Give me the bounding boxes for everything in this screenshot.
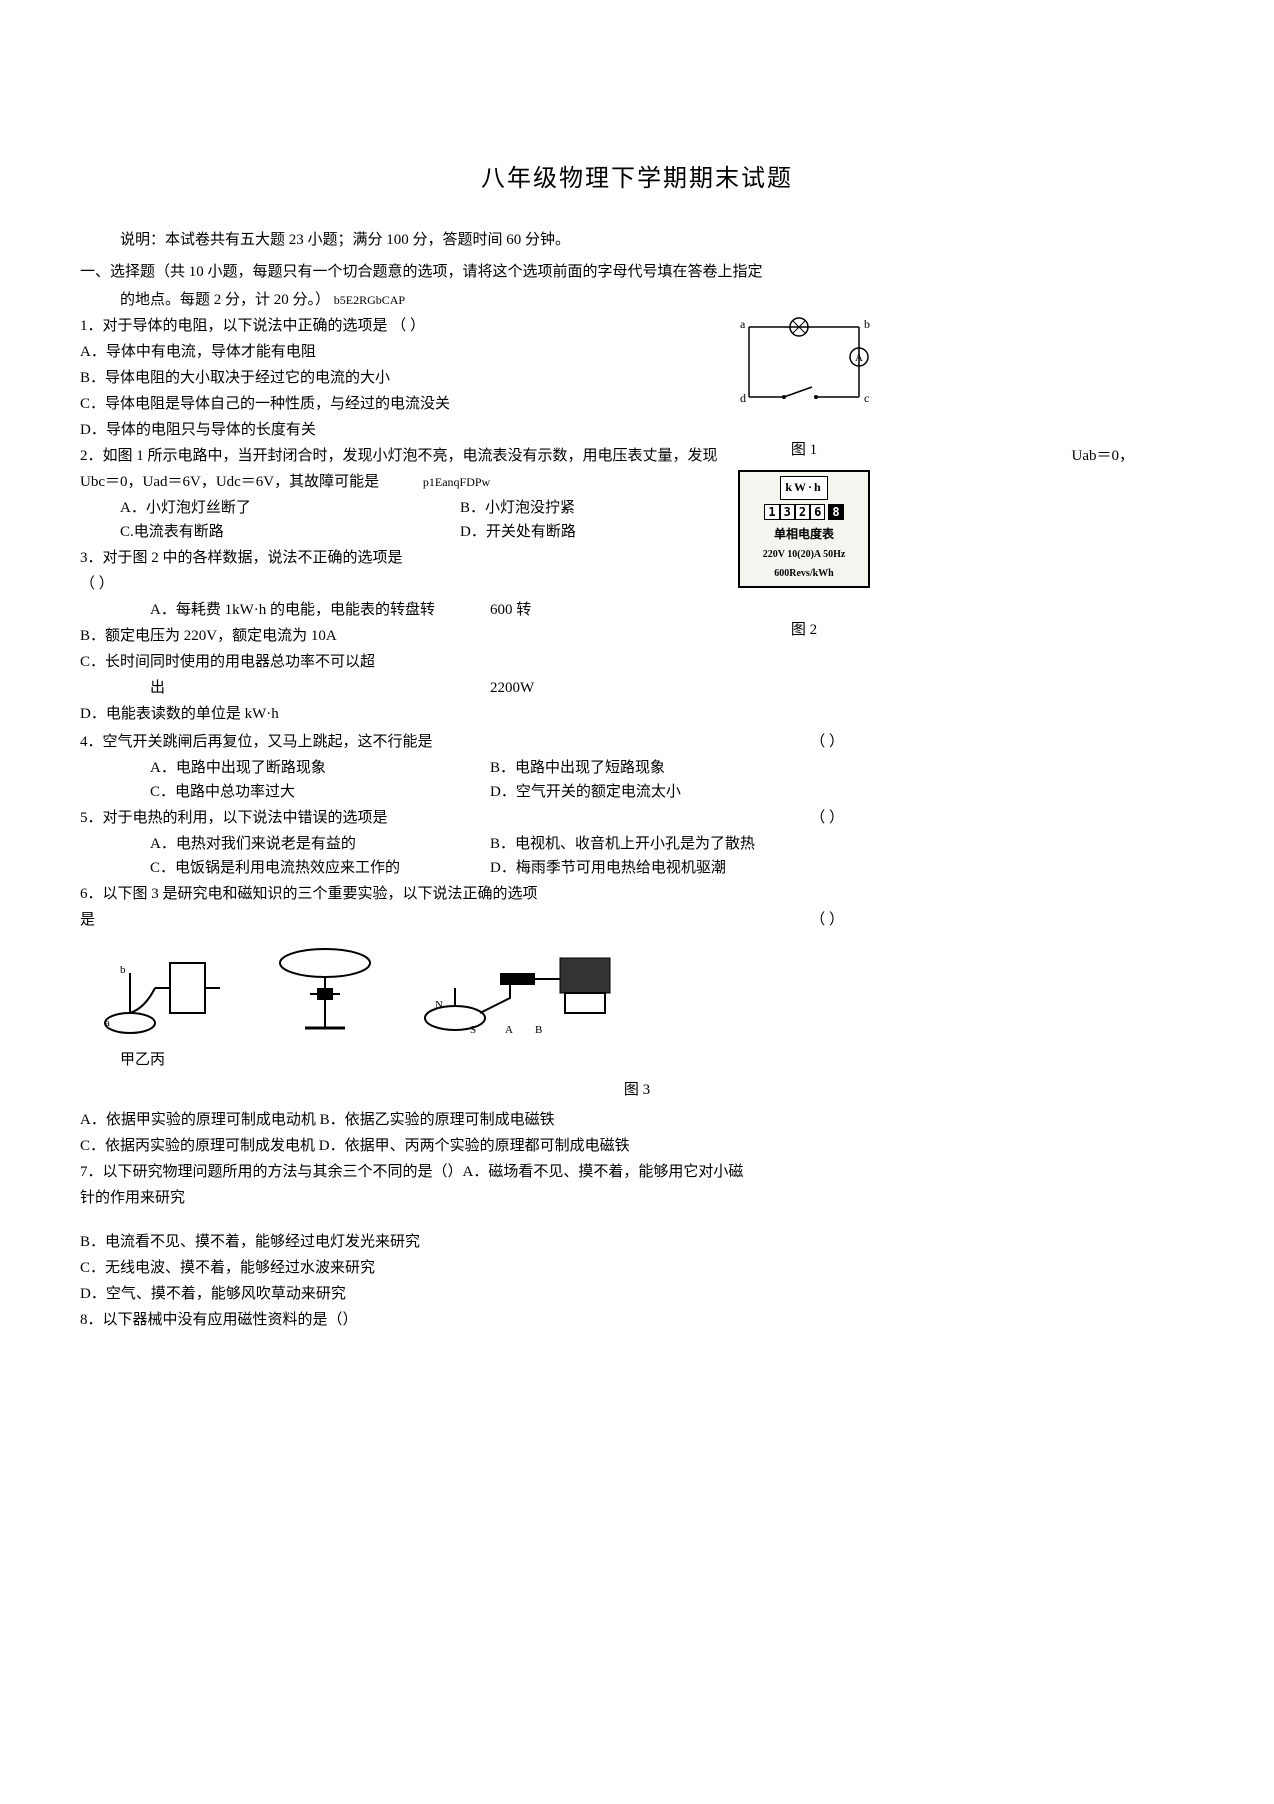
q1-B: B．导体电阻的大小取决于经过它的电流的大小 <box>80 366 1194 390</box>
svg-text:b: b <box>120 964 126 976</box>
section1-header2: 的地点。每题 2 分，计 20 分。） b5E2RGbCAP <box>120 288 1194 312</box>
svg-text:A: A <box>505 1024 513 1036</box>
q6-A: A．依据甲实验的原理可制成电动机 B．依据乙实验的原理可制成电磁铁 <box>80 1108 1194 1132</box>
experiment-yi-icon <box>260 938 390 1038</box>
q7-stem: 7．以下研究物理问题所用的方法与其余三个不同的是（）A．磁场看不见、摸不着，能够… <box>80 1160 1194 1184</box>
svg-text:d: d <box>740 391 746 405</box>
section1-header: 一、选择题（共 10 小题，每题只有一个切合题意的选项，请将这个选项前面的字母代… <box>80 260 1194 284</box>
uab-note: Uab＝0， <box>1072 444 1135 468</box>
experiment-jia-icon: a b <box>100 948 230 1038</box>
q7-B: B．电流看不见、摸不着，能够经过电灯发光来研究 <box>80 1230 1194 1254</box>
q8-stem: 8．以下器械中没有应用磁性资料的是（） <box>80 1308 1194 1332</box>
fig3-caption: 甲乙丙 <box>120 1048 1194 1072</box>
q5-C: C．电饭锅是利用电流热效应来工作的 <box>150 856 490 880</box>
q2-C: C.电流表有断路 <box>120 520 460 544</box>
section1-code: b5E2RGbCAP <box>334 293 405 307</box>
q2-line2: Ubc＝0，Uad＝6V，Udc＝6V，其故障可能是 <box>80 474 379 490</box>
digit-last: 8 <box>828 504 843 520</box>
svg-text:N: N <box>435 999 443 1011</box>
digit: 3 <box>780 504 795 520</box>
q5-B: B．电视机、收音机上开小孔是为了散热 <box>490 832 755 856</box>
q4-C: C．电路中总功率过大 <box>150 780 490 804</box>
figure-2: kW·h 1326 8 单相电度表 220V 10(20)A 50Hz 600R… <box>734 470 874 648</box>
meter-spec: 220V 10(20)A 50Hz <box>744 547 864 563</box>
page-title: 八年级物理下学期期末试题 <box>80 160 1194 198</box>
q3-B: B．额定电压为 220V，额定电流为 10A <box>80 624 1194 648</box>
q3-A2: 600 转 <box>490 598 531 622</box>
svg-text:S: S <box>470 1024 476 1036</box>
q1-stem: 1．对于导体的电阻，以下说法中正确的选项是 （ ） <box>80 314 1194 338</box>
digit: 6 <box>810 504 825 520</box>
q7-stem2: 针的作用来研究 <box>80 1186 1194 1210</box>
q6-C: C．依据丙实验的原理可制成发电机 D．依据甲、丙两个实验的原理都可制成电磁铁 <box>80 1134 1194 1158</box>
q1-D: D．导体的电阻只与导体的长度有关 <box>80 418 1194 442</box>
q6-stem2: 是 <box>80 912 95 928</box>
meter-revs: 600Revs/kWh <box>744 566 864 582</box>
q3-A1: A．每耗费 1kW·h 的电能，电能表的转盘转 <box>150 598 490 622</box>
q4-stem: 4．空气开关跳闸后再复位，又马上跳起，这不行能是 <box>80 734 433 750</box>
q6-stem1: 6．以下图 3 是研究电和磁知识的三个重要实验，以下说法正确的选项 <box>80 882 1194 906</box>
q6-paren: （ ） <box>810 908 844 932</box>
q1-A: A．导体中有电流，导体才能有电阻 <box>80 340 1194 364</box>
circuit-diagram-icon: A a b c d <box>734 312 874 412</box>
section1-header2-text: 的地点。每题 2 分，计 20 分。） <box>120 292 330 308</box>
q7-C: C．无线电波、摸不着，能够经过水波来研究 <box>80 1256 1194 1280</box>
q4-A: A．电路中出现了断路现象 <box>150 756 490 780</box>
q5-D: D．梅雨季节可用电热给电视机驱潮 <box>490 856 726 880</box>
q2-code: p1EanqFDPw <box>423 475 490 489</box>
experiment-bing-icon: N S A B <box>420 938 630 1038</box>
q2-stem: 2．如图 1 所示电路中，当开封闭合时，发现小灯泡不亮，电流表没有示数，用电压表… <box>80 448 718 464</box>
svg-text:A: A <box>855 352 863 364</box>
svg-text:a: a <box>740 317 746 331</box>
q3-C1: C．长时间同时使用的用电器总功率不可以超 <box>80 654 375 670</box>
q4-B: B．电路中出现了短路现象 <box>490 756 665 780</box>
energy-meter-icon: kW·h 1326 8 单相电度表 220V 10(20)A 50Hz 600R… <box>738 470 870 588</box>
q5-stem: 5．对于电热的利用，以下说法中错误的选项是 <box>80 810 388 826</box>
q2-B: B．小灯泡没拧紧 <box>460 496 575 520</box>
digit: 1 <box>764 504 779 520</box>
figure-3-row: a b N S A B <box>100 938 1194 1038</box>
figure-3-label: 图 3 <box>80 1078 1194 1102</box>
q5-paren: （ ） <box>810 806 844 830</box>
q2-A: A．小灯泡灯丝断了 <box>120 496 460 520</box>
q3-C2: 出 <box>150 676 490 700</box>
meter-name: 单相电度表 <box>744 525 864 544</box>
q2-D: D．开关处有断路 <box>460 520 576 544</box>
meter-digits: 1326 8 <box>744 503 864 522</box>
svg-text:a: a <box>105 1017 110 1029</box>
q4-paren: （ ） <box>810 730 844 754</box>
instructions: 说明：本试卷共有五大题 23 小题；满分 100 分，答题时间 60 分钟。 <box>120 228 1194 252</box>
q3-stem1: 3．对于图 2 中的各样数据，说法不正确的选项是 <box>80 546 1194 570</box>
figure-2-label: 图 2 <box>734 618 874 642</box>
q1-C: C．导体电阻是导体自己的一种性质，与经过的电流没关 <box>80 392 1194 416</box>
q7-D: D．空气、摸不着，能够风吹草动来研究 <box>80 1282 1194 1306</box>
q3-C3: 2200W <box>490 676 534 700</box>
q5-A: A．电热对我们来说老是有益的 <box>150 832 490 856</box>
q4-D: D．空气开关的额定电流太小 <box>490 780 681 804</box>
svg-text:b: b <box>864 317 870 331</box>
digit: 2 <box>795 504 810 520</box>
svg-text:B: B <box>535 1024 542 1036</box>
svg-text:c: c <box>864 391 869 405</box>
meter-unit: kW·h <box>780 476 827 499</box>
q3-stem2: （ ） <box>80 572 1194 596</box>
q3-D: D．电能表读数的单位是 kW·h <box>80 702 1194 726</box>
